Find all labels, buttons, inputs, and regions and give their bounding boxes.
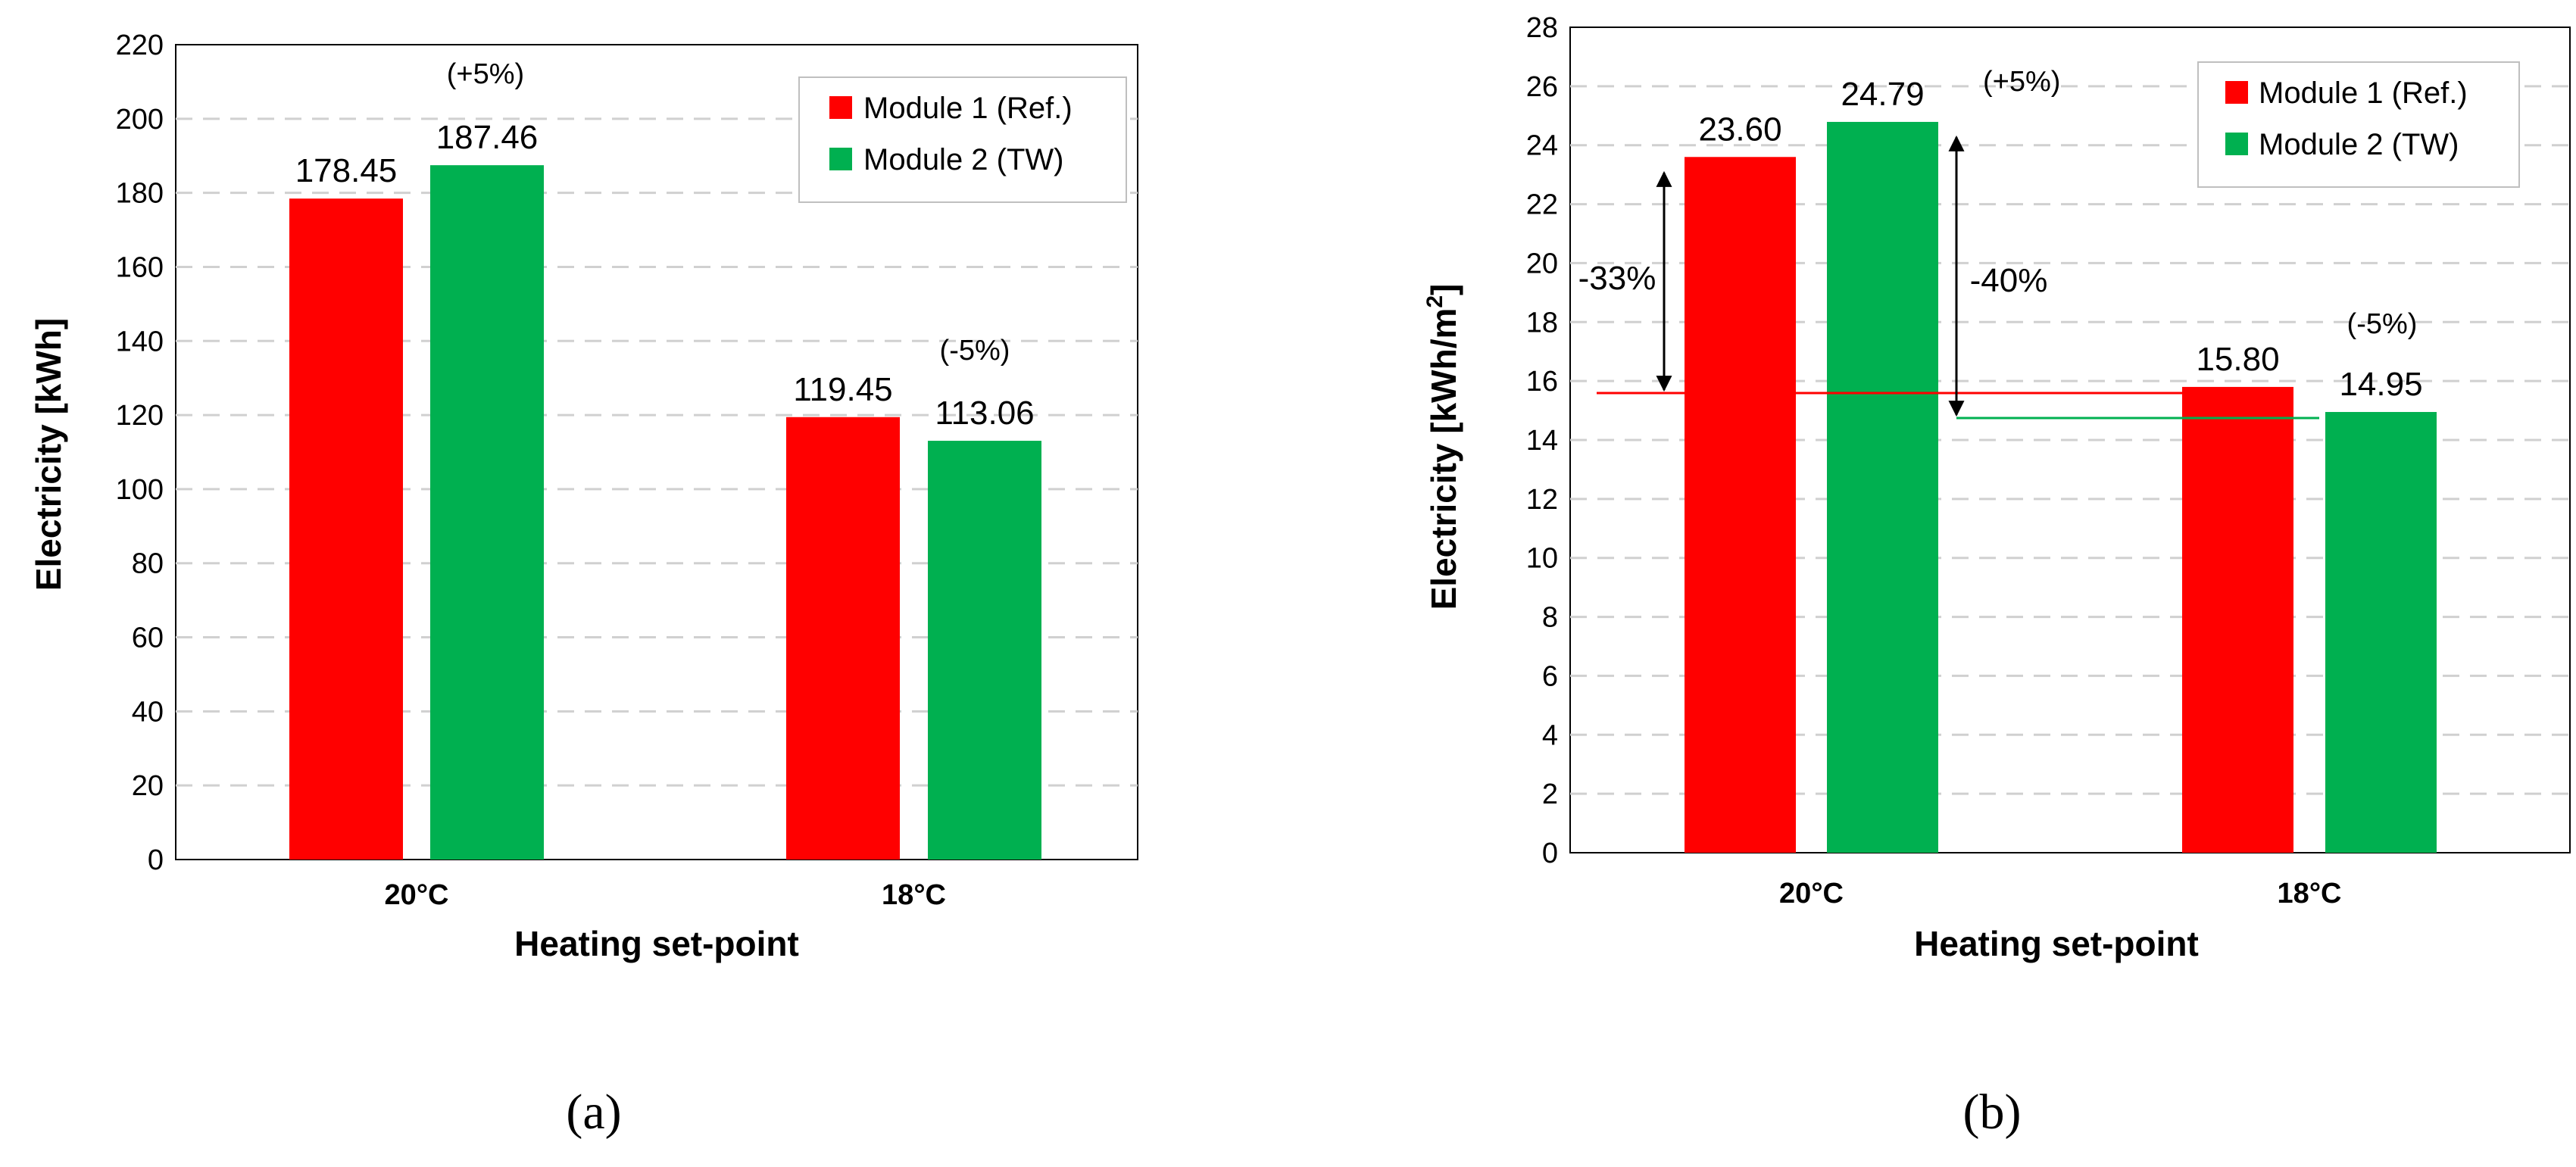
y-tick-label: 2 — [1542, 779, 1558, 810]
bar-value-label: 113.06 — [935, 395, 1034, 432]
chart-b-bars — [1685, 121, 2437, 853]
legend-swatch-module-1 — [829, 96, 852, 119]
chart-b-category-label: 20°C — [1779, 878, 1844, 910]
legend-swatch-module-1 — [2225, 81, 2248, 104]
chart-a-legend: Module 1 (Ref.) Module 2 (TW) — [798, 76, 1127, 203]
bar — [2182, 386, 2293, 853]
y-tick-label: 140 — [116, 326, 164, 357]
chart-b-y-axis-title-sup: 2 — [1422, 295, 1447, 308]
chart-a-pct-annotation-up: (+5%) — [447, 58, 524, 90]
y-tick-label: 200 — [116, 104, 164, 136]
bar — [289, 198, 403, 860]
panel-label-a: (a) — [566, 1084, 621, 1140]
y-tick-label: 100 — [116, 474, 164, 506]
legend-swatch-module-2 — [829, 148, 852, 170]
bar-value-label: 15.80 — [2196, 341, 2279, 378]
bar-value-label: 24.79 — [1841, 76, 1924, 113]
bar-value-label: 23.60 — [1698, 111, 1781, 148]
chart-a-category-label: 20°C — [385, 879, 449, 911]
y-tick-label: 0 — [1542, 838, 1558, 869]
chart-b-pct-annotation-up: (+5%) — [1983, 66, 2060, 98]
y-tick-label: 8 — [1542, 602, 1558, 634]
chart-a-y-axis-title: Electricity [kWh] — [29, 318, 68, 591]
legend-label-module-2: Module 2 (TW) — [2259, 128, 2459, 161]
chart-b-y-axis-title-main: Electricity [kWh/m — [1424, 308, 1463, 610]
y-tick-label: 22 — [1526, 189, 1558, 221]
chart-a-legend-box — [798, 76, 1127, 203]
bar — [430, 165, 544, 860]
y-tick-label: 160 — [116, 251, 164, 283]
y-tick-label: 12 — [1526, 484, 1558, 516]
panel-label-b: (b) — [1963, 1084, 2022, 1140]
y-tick-label: 14 — [1526, 425, 1558, 457]
bar-value-label: 119.45 — [793, 371, 892, 408]
chart-a-data-labels: 178.45 119.45 187.46 113.06 — [295, 119, 1035, 432]
y-tick-label: 16 — [1526, 366, 1558, 398]
chart-b-x-axis-title: Heating set-point — [1914, 924, 2199, 963]
bar — [2325, 412, 2437, 853]
bar — [786, 417, 900, 860]
legend-label-module-1: Module 1 (Ref.) — [863, 92, 1073, 125]
legend-label-module-2: Module 2 (TW) — [863, 143, 1064, 176]
y-tick-label: 60 — [132, 623, 164, 654]
chart-a-y-ticks: 0 20 40 60 80 100 120 140 160 180 200 220 — [116, 30, 164, 876]
chart-a-bars — [289, 165, 1041, 860]
chart-b-y-axis-title-end: ] — [1424, 284, 1463, 295]
y-tick-label: 40 — [132, 696, 164, 728]
y-tick-label: 20 — [1526, 248, 1558, 279]
chart-b-category-label: 18°C — [2278, 878, 2342, 910]
bar-value-label: 14.95 — [2339, 366, 2422, 403]
y-tick-label: 24 — [1526, 130, 1558, 162]
bar-value-label: 187.46 — [436, 119, 539, 156]
chart-b-pct-annotation-down: (-5%) — [2347, 308, 2418, 340]
y-tick-label: 4 — [1542, 719, 1558, 751]
bar — [1827, 121, 1938, 853]
y-tick-label: 20 — [132, 770, 164, 802]
bar — [1685, 157, 1796, 853]
chart-a-pct-annotation-down: (-5%) — [940, 335, 1010, 367]
y-tick-label: 0 — [148, 844, 164, 876]
bar-value-label: 178.45 — [295, 152, 398, 189]
chart-b-pct-annotation-minus-40: -40% — [1970, 262, 2048, 299]
y-tick-label: 26 — [1526, 71, 1558, 103]
y-tick-label: 220 — [116, 30, 164, 61]
y-tick-label: 80 — [132, 548, 164, 580]
chart-a-category-label: 18°C — [882, 879, 946, 911]
chart-b-pct-annotation-minus-33: -33% — [1578, 260, 1656, 297]
chart-b-data-labels: 23.60 15.80 24.79 14.95 — [1698, 76, 2422, 403]
y-tick-label: 120 — [116, 400, 164, 432]
y-tick-label: 180 — [116, 178, 164, 210]
legend-swatch-module-2 — [2225, 133, 2248, 155]
chart-a-x-axis-title: Heating set-point — [514, 924, 799, 963]
y-tick-label: 6 — [1542, 660, 1558, 692]
y-tick-label: 10 — [1526, 543, 1558, 575]
y-tick-label: 18 — [1526, 307, 1558, 339]
chart-a: 0 20 40 60 80 100 120 140 160 180 200 220 178.45 119… — [29, 30, 1138, 1140]
chart-b-legend: Module 1 (Ref.) Module 2 (TW) — [2197, 61, 2520, 188]
chart-b-legend-box — [2197, 61, 2520, 188]
legend-label-module-1: Module 1 (Ref.) — [2259, 76, 2468, 110]
chart-b-y-axis-title: Electricity [kWh/m2] — [1422, 284, 1463, 610]
bar — [928, 441, 1041, 860]
y-tick-label: 28 — [1526, 12, 1558, 44]
